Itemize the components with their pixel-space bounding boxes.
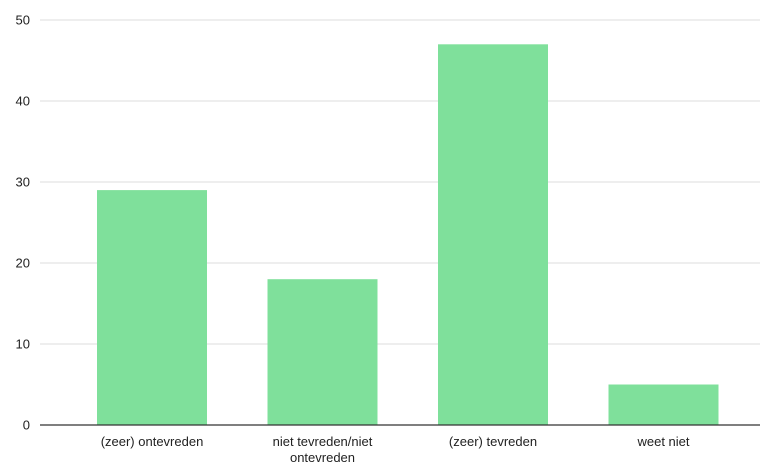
bar bbox=[438, 44, 548, 426]
y-tick-label: 20 bbox=[16, 256, 30, 271]
y-tick-label: 10 bbox=[16, 337, 30, 352]
y-tick-label: 50 bbox=[16, 13, 30, 28]
bar bbox=[608, 384, 719, 425]
x-axis-category-labels: (zeer) ontevreden niet tevreden/nietontev… bbox=[101, 434, 690, 465]
x-category-label: (zeer) ontevreden bbox=[101, 434, 204, 449]
bar bbox=[97, 190, 207, 425]
x-category-label: weet niet bbox=[636, 434, 689, 449]
y-axis-tick-labels: 0 10 20 30 40 50 bbox=[16, 13, 30, 433]
y-tick-label: 0 bbox=[23, 418, 30, 433]
x-category-label: (zeer) tevreden bbox=[449, 434, 537, 449]
y-tick-label: 30 bbox=[16, 175, 30, 190]
x-category-label: ontevreden bbox=[290, 450, 355, 465]
y-tick-label: 40 bbox=[16, 94, 30, 109]
bars bbox=[97, 44, 719, 426]
x-category-label: niet tevreden/niet bbox=[273, 434, 373, 449]
bar bbox=[267, 279, 378, 425]
